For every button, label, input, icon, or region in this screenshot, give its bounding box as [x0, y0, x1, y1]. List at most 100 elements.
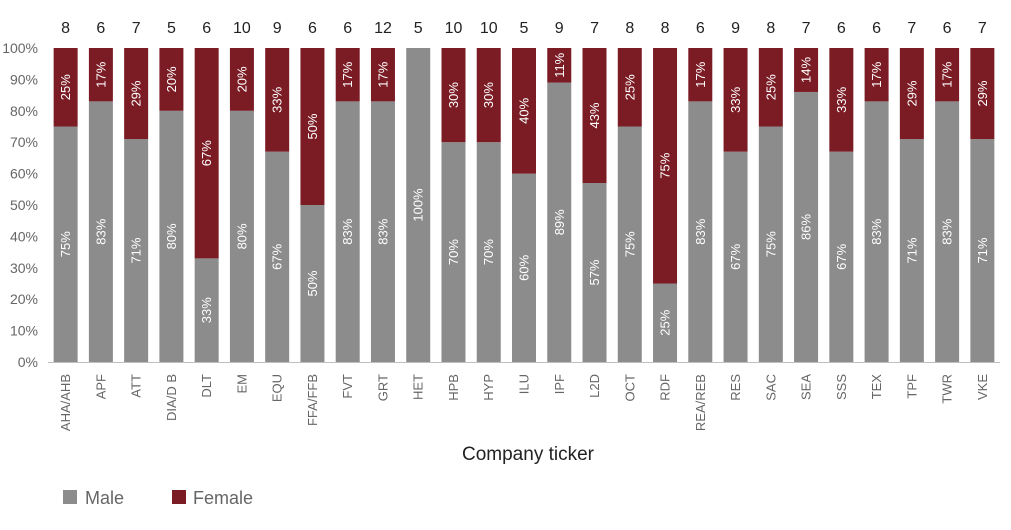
bar-male — [794, 91, 819, 363]
bar-label-male: 57% — [587, 259, 602, 285]
bar-label-male: 75% — [58, 231, 73, 257]
bar-female — [512, 48, 536, 174]
bar-label-female: 17% — [869, 61, 884, 87]
bar-male — [547, 82, 572, 362]
bar-label-female: 50% — [305, 113, 320, 139]
x-tick-label: EQU — [270, 374, 285, 402]
bar-label-female: 25% — [763, 74, 778, 100]
x-axis: AHA/AHB APF ATT DIA/D B DLT EM EQU FFA/FFB FVT GR… — [48, 362, 1000, 431]
count-label: 6 — [308, 20, 317, 37]
bar-label-male: 70% — [481, 239, 496, 265]
bar-label-female: 17% — [693, 61, 708, 87]
y-axis: 0% 10% 20% 30% 40% 50% 60% 70% 80% 90% 100% — [2, 40, 38, 370]
bar-label-male: 71% — [129, 237, 144, 263]
bar-female — [935, 48, 960, 102]
count-label: 9 — [273, 20, 282, 37]
bar-label-female: 33% — [270, 86, 285, 112]
bar-male — [512, 173, 536, 362]
bar-label-female: 17% — [375, 61, 390, 87]
bar-label-male: 33% — [199, 297, 214, 323]
bar-male — [88, 101, 113, 362]
bar-label-male: 86% — [799, 214, 814, 240]
bar-female — [547, 48, 572, 83]
y-tick-label: 70% — [10, 134, 38, 150]
count-label: 7 — [978, 20, 987, 37]
bar-label-male: 67% — [728, 243, 743, 269]
y-tick-label: 50% — [10, 197, 38, 213]
x-tick-label: HPB — [446, 374, 461, 401]
count-label: 5 — [414, 20, 423, 37]
x-tick-label: SSS — [834, 374, 849, 400]
x-tick-label: L2D — [587, 374, 602, 398]
bar-label-male: 75% — [763, 231, 778, 257]
bar-female — [864, 48, 889, 102]
bar-female — [899, 48, 924, 140]
bar-label-female: 14% — [799, 57, 814, 83]
bars-layer: 75% 25% 83% 17% 71% 29% 80% 20% 33% 67% 80% 20% 67% 3… — [53, 48, 995, 363]
x-tick-label: SAC — [763, 374, 778, 401]
bar-label-female: 33% — [728, 86, 743, 112]
bar-female — [370, 48, 395, 102]
count-label: 6 — [837, 20, 846, 37]
bar-male — [864, 101, 889, 362]
bar-label-male: 25% — [658, 309, 673, 335]
x-tick-label: APF — [93, 374, 108, 399]
bar-male — [476, 142, 501, 362]
bar-label-female: 43% — [587, 102, 602, 128]
bar-label-male: 100% — [411, 188, 426, 222]
y-tick-label: 30% — [10, 260, 38, 276]
bar-male — [899, 139, 924, 362]
count-label: 5 — [520, 20, 529, 37]
bar-female — [335, 48, 360, 102]
bar-label-male: 83% — [375, 218, 390, 244]
legend-label-male: Male — [85, 488, 124, 508]
bar-female — [265, 48, 290, 152]
count-label: 7 — [907, 20, 916, 37]
bar-male — [653, 283, 678, 362]
bar-label-male: 83% — [340, 218, 355, 244]
bar-female — [688, 48, 713, 102]
x-axis-title: Company ticker — [462, 444, 595, 465]
bar-male — [829, 151, 854, 362]
bar-label-female: 25% — [622, 74, 637, 100]
count-label: 8 — [625, 20, 634, 37]
x-tick-label: ATT — [129, 374, 144, 398]
bar-label-male: 71% — [975, 237, 990, 263]
bar-female — [617, 48, 642, 127]
bar-female — [441, 48, 466, 143]
x-tick-label: TPF — [904, 374, 919, 399]
bar-label-female: 30% — [481, 82, 496, 108]
bar-female — [124, 48, 149, 140]
bar-male — [335, 101, 360, 362]
bar-female — [723, 48, 748, 152]
y-tick-label: 10% — [10, 323, 38, 339]
bar-label-male: 83% — [93, 218, 108, 244]
y-tick-label: 40% — [10, 228, 38, 244]
y-tick-label: 80% — [10, 103, 38, 119]
count-label: 10 — [445, 20, 463, 37]
bar-label-male: 83% — [940, 218, 955, 244]
bar-male — [441, 142, 466, 362]
bar-female — [829, 48, 854, 152]
bar-female — [194, 48, 219, 259]
y-tick-label: 0% — [18, 354, 38, 370]
bar-label-male: 60% — [517, 254, 532, 280]
bar-male — [970, 139, 995, 362]
bar-male — [159, 110, 184, 362]
count-label: 8 — [766, 20, 775, 37]
bar-label-male: 67% — [834, 243, 849, 269]
bar-label-male: 70% — [446, 239, 461, 265]
x-tick-label: REA/REB — [693, 374, 708, 431]
bar-female — [758, 48, 783, 127]
x-tick-label: OCT — [622, 374, 637, 402]
bar-female — [229, 48, 254, 111]
count-label: 6 — [343, 20, 352, 37]
legend: Male Female — [63, 488, 253, 508]
bar-label-female: 30% — [446, 82, 461, 108]
bar-male — [758, 126, 783, 362]
bar-female — [88, 48, 113, 102]
x-tick-label: ILU — [517, 374, 532, 394]
bar-label-male: 71% — [904, 237, 919, 263]
x-tick-label: HET — [411, 374, 426, 400]
